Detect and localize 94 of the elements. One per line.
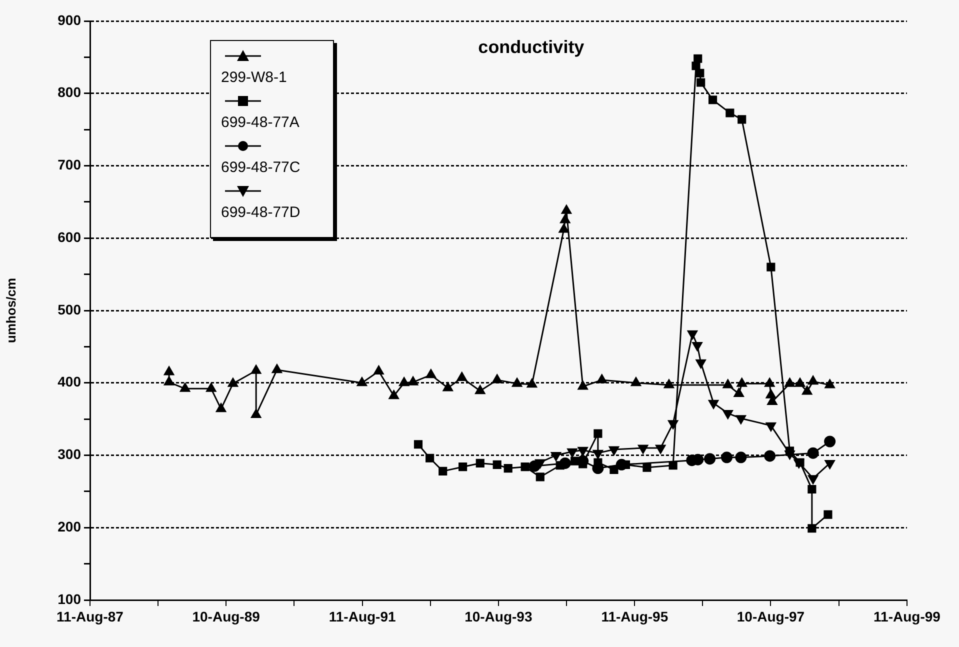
point [784,378,795,387]
x-tick-label: 11-Aug-87 [56,608,124,624]
point [388,390,399,400]
point [596,374,607,384]
point [456,372,467,382]
point [766,389,776,398]
point [802,386,812,395]
point [216,403,226,412]
point [721,452,732,464]
text: conductivity [478,36,584,57]
point [594,429,602,438]
point [726,108,734,118]
point [796,458,804,467]
point [824,379,835,388]
point [520,462,530,472]
x-tick-label: 10-Aug-97 [736,608,805,624]
legend-label: 699-48-77A [221,114,300,131]
point [408,376,418,386]
point [824,436,836,448]
point [228,378,238,387]
point [492,460,502,469]
point [251,364,262,374]
y-tick-label: 700 [58,156,82,173]
point [824,510,832,519]
y-axis-title: umhos/cm [3,278,18,344]
point [399,377,410,386]
point [610,465,618,474]
point [735,452,747,464]
point [696,68,704,78]
point [694,54,702,63]
y-tick-label: 300 [58,446,82,462]
point [512,378,522,387]
point [556,461,564,470]
point [570,456,580,466]
point [766,262,776,272]
point [272,364,282,374]
point [736,378,747,387]
point [794,378,806,387]
point [528,460,540,472]
point [738,115,746,124]
point [808,524,816,533]
point [426,454,434,462]
y-tick-label: 900 [58,12,82,28]
point [560,214,570,224]
point [734,388,744,397]
y-tick-label: 400 [58,374,82,390]
point [164,376,174,386]
x-tick-label: 10-Aug-93 [464,608,532,624]
point [708,96,718,104]
legend-label: 699-48-77C [221,159,302,176]
point [764,378,775,387]
point [722,379,733,388]
point [164,366,174,376]
y-tick-label: 200 [58,518,82,534]
point [438,466,448,476]
point [808,484,816,494]
x-tick-label: 11-Aug-91 [328,608,396,624]
point [426,369,436,378]
point [414,440,423,449]
y-tick-label: 600 [58,228,82,245]
x-tick-label: 10-Aug-89 [192,608,260,624]
point [442,382,453,392]
x-tick-label: 11-Aug-95 [601,608,668,624]
point [374,366,384,375]
y-tick-label: 100 [58,590,82,607]
point [704,453,716,465]
point [561,204,572,214]
point [630,377,642,386]
point [642,463,652,472]
legend-label: 699-48-77D [221,204,302,221]
point [785,446,794,456]
y-tick-label: 500 [58,301,82,318]
point [807,447,819,459]
x-tick-label: 11-Aug-99 [874,608,941,624]
point [206,382,216,392]
point [504,464,512,473]
point [696,78,706,87]
point [180,382,190,392]
point [492,374,502,384]
legend-label: 299-W8-1 [221,69,288,86]
point [808,376,818,385]
point [458,462,468,472]
point [536,472,544,482]
point [558,224,569,233]
point [251,408,262,418]
point [578,380,588,390]
y-tick-label: 800 [58,84,82,100]
point [664,379,674,388]
point [764,450,776,462]
point [526,378,538,388]
point [475,385,486,394]
point [668,461,678,470]
point [476,458,484,468]
point [356,377,368,386]
